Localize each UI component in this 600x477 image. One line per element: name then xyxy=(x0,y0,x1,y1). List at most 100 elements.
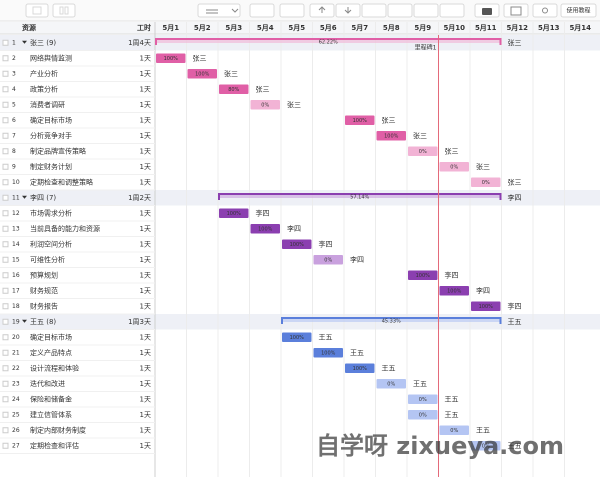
task-name: 政策分析 xyxy=(30,84,58,93)
task-progress: 100% xyxy=(447,288,462,294)
row-number: 22 xyxy=(12,365,20,372)
collapse-toggle[interactable] xyxy=(22,319,27,323)
task-bar[interactable] xyxy=(376,131,407,141)
summary-cap xyxy=(218,193,220,200)
row-checkbox[interactable] xyxy=(2,334,9,341)
task-bar[interactable] xyxy=(439,162,470,172)
task-bar[interactable] xyxy=(156,53,186,64)
row-number: 25 xyxy=(12,411,20,418)
summary-progress: 62.22% xyxy=(319,40,338,46)
task-bar[interactable] xyxy=(219,84,249,95)
zoom-dropdown[interactable] xyxy=(197,3,241,18)
row-checkbox[interactable] xyxy=(2,442,9,449)
down-icon xyxy=(344,7,352,14)
row-checkbox[interactable] xyxy=(2,117,9,124)
dropdown-caret xyxy=(231,8,239,13)
task-name: 网络舆情监测 xyxy=(30,53,72,62)
task-bar[interactable] xyxy=(313,255,344,265)
task-name: 当前具备的能力和资源 xyxy=(30,224,100,233)
task-bar[interactable] xyxy=(345,115,375,126)
row-checkbox[interactable] xyxy=(2,55,9,62)
collapse-toggle[interactable] xyxy=(22,195,27,199)
task-hours: 1天 xyxy=(140,442,151,450)
task-bar[interactable] xyxy=(439,425,470,436)
copy-button[interactable] xyxy=(387,3,413,18)
bar-owner: 王五 xyxy=(476,426,490,434)
task-hours: 1天 xyxy=(140,163,151,171)
task-bar[interactable] xyxy=(471,441,501,451)
task-name: 市场需求分析 xyxy=(30,208,72,217)
task-bar[interactable] xyxy=(282,332,312,343)
task-bar[interactable] xyxy=(376,379,407,389)
row-number: 11 xyxy=(12,194,20,201)
summary-cap xyxy=(499,193,502,200)
milestone-label: 里程碑1 xyxy=(415,44,437,52)
row-checkbox[interactable] xyxy=(2,380,9,387)
group-name: 王五 (8) xyxy=(30,318,56,326)
task-hours: 1天 xyxy=(140,364,151,372)
row-checkbox[interactable] xyxy=(2,318,9,325)
row-checkbox[interactable] xyxy=(2,303,9,310)
task-bar[interactable] xyxy=(439,286,470,296)
share-button[interactable] xyxy=(532,3,558,18)
task-bar[interactable] xyxy=(250,224,281,234)
row-number: 18 xyxy=(12,303,20,310)
task-bar[interactable] xyxy=(408,270,438,281)
task-name: 确定目标市场 xyxy=(30,332,72,341)
task-bar[interactable] xyxy=(471,301,501,312)
row-number: 8 xyxy=(12,148,16,155)
task-hours: 1周2天 xyxy=(128,194,151,202)
row-checkbox[interactable] xyxy=(2,39,9,46)
undo-button[interactable] xyxy=(413,3,439,18)
indent-button[interactable] xyxy=(249,3,275,18)
row-checkbox[interactable] xyxy=(2,287,9,294)
task-bar[interactable] xyxy=(408,146,438,157)
collapse-toggle[interactable] xyxy=(22,40,27,44)
bar-owner: 李四 xyxy=(256,208,270,217)
date-label: 5月2 xyxy=(194,24,211,32)
row-checkbox[interactable] xyxy=(2,101,9,108)
fullscreen-button[interactable] xyxy=(503,3,529,18)
row-number: 6 xyxy=(12,117,16,124)
row-checkbox[interactable] xyxy=(2,163,9,170)
row-checkbox[interactable] xyxy=(2,272,9,279)
row-checkbox[interactable] xyxy=(2,225,9,232)
summary-bar[interactable] xyxy=(218,193,502,198)
row-checkbox[interactable] xyxy=(2,241,9,248)
task-bar[interactable] xyxy=(471,177,501,188)
row-checkbox[interactable] xyxy=(2,396,9,403)
filter-button[interactable] xyxy=(52,3,76,18)
summary-bar[interactable] xyxy=(155,38,502,43)
task-name: 设计流程和体验 xyxy=(30,363,79,372)
row-checkbox[interactable] xyxy=(2,70,9,77)
task-hours: 1天 xyxy=(140,70,151,78)
help-button[interactable] xyxy=(560,3,597,18)
delete-button[interactable] xyxy=(361,3,387,18)
summary-bar[interactable] xyxy=(281,317,502,322)
task-bar[interactable] xyxy=(187,69,218,79)
task-bar[interactable] xyxy=(282,239,312,250)
row-checkbox[interactable] xyxy=(2,210,9,217)
row-checkbox[interactable] xyxy=(2,427,9,434)
row-checkbox[interactable] xyxy=(2,365,9,372)
outdent-button[interactable] xyxy=(279,3,305,18)
task-bar[interactable] xyxy=(250,100,281,110)
task-bar[interactable] xyxy=(408,394,438,405)
row-checkbox[interactable] xyxy=(2,86,9,93)
group-name: 张三 (9) xyxy=(30,38,56,47)
task-bar[interactable] xyxy=(219,208,249,219)
row-checkbox[interactable] xyxy=(2,179,9,186)
row-checkbox[interactable] xyxy=(2,132,9,139)
task-bar[interactable] xyxy=(408,410,438,420)
row-checkbox[interactable] xyxy=(2,148,9,155)
task-progress: 100% xyxy=(479,304,494,310)
task-bar[interactable] xyxy=(313,348,344,358)
row-checkbox[interactable] xyxy=(2,349,9,356)
redo-button[interactable] xyxy=(439,3,465,18)
row-checkbox[interactable] xyxy=(2,411,9,418)
bar-owner: 张三 xyxy=(445,146,459,155)
task-bar[interactable] xyxy=(345,363,375,374)
row-checkbox[interactable] xyxy=(2,194,9,201)
row-checkbox[interactable] xyxy=(2,256,9,263)
task-hours: 1天 xyxy=(140,333,151,341)
